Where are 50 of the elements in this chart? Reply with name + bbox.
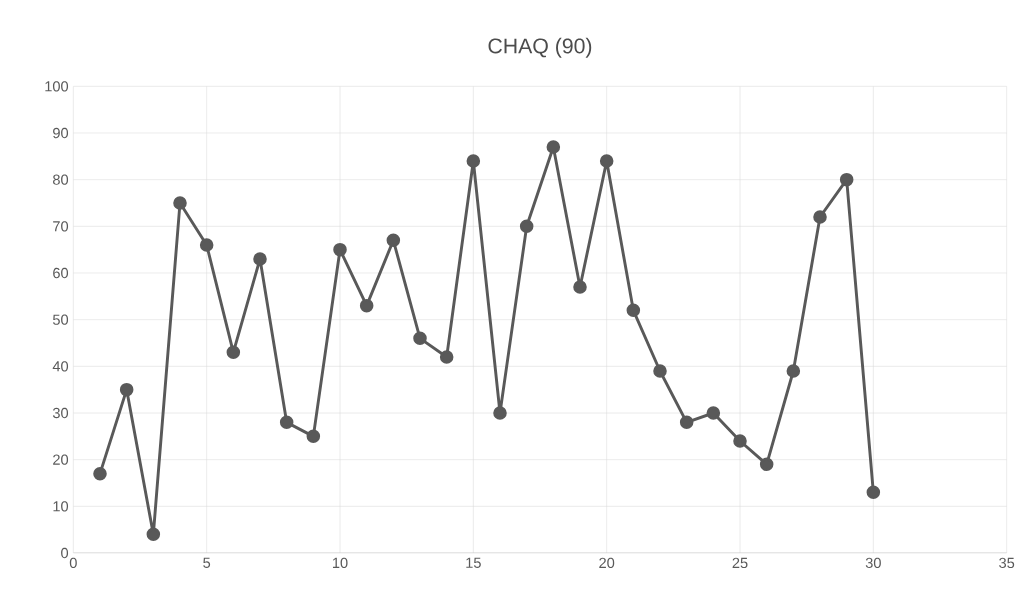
- chart-title: CHAQ (90): [488, 37, 592, 58]
- point: [706, 406, 721, 420]
- point: [786, 364, 801, 378]
- point: [413, 331, 427, 346]
- point: [386, 233, 401, 248]
- point: [493, 406, 507, 420]
- x-tick-label: 5: [203, 557, 211, 568]
- y-tick-label: 90: [53, 127, 69, 139]
- point: [839, 172, 854, 187]
- point: [199, 238, 214, 252]
- point: [599, 154, 614, 168]
- y-tick-label: 0: [61, 547, 69, 559]
- point: [173, 196, 187, 210]
- y-tick-label: 30: [52, 407, 69, 419]
- y-tick-label: 50: [52, 314, 69, 325]
- point: [226, 345, 241, 360]
- point: [813, 210, 827, 224]
- point: [626, 303, 641, 318]
- point: [759, 457, 774, 472]
- point: [146, 527, 161, 542]
- y-tick-label: 60: [53, 267, 69, 279]
- x-tick-label: 20: [599, 557, 615, 569]
- point: [279, 415, 294, 430]
- point: [653, 364, 667, 378]
- point: [253, 252, 267, 266]
- point: [333, 242, 347, 257]
- y-tick-label: 70: [53, 221, 69, 232]
- x-tick-label: 10: [332, 557, 348, 569]
- point: [306, 429, 321, 444]
- point: [679, 415, 694, 430]
- point: [519, 219, 534, 234]
- point: [119, 382, 134, 397]
- y-tick-label: 40: [52, 361, 69, 372]
- x-tick-label: 0: [69, 557, 77, 569]
- point: [439, 350, 454, 364]
- y-tick-label: 80: [53, 174, 69, 185]
- point: [733, 434, 747, 448]
- y-tick-label: 100: [45, 81, 69, 92]
- point: [93, 466, 107, 481]
- x-tick-label: 30: [865, 557, 881, 569]
- x-tick-label: 35: [999, 557, 1015, 569]
- point: [466, 154, 481, 168]
- point: [573, 280, 587, 294]
- y-tick-label: 10: [53, 501, 69, 512]
- y-tick-label: 20: [53, 454, 69, 465]
- point: [866, 485, 881, 500]
- point: [546, 140, 561, 154]
- x-tick-label: 15: [466, 557, 481, 568]
- x-tick-label: 25: [732, 557, 748, 569]
- point: [359, 298, 374, 313]
